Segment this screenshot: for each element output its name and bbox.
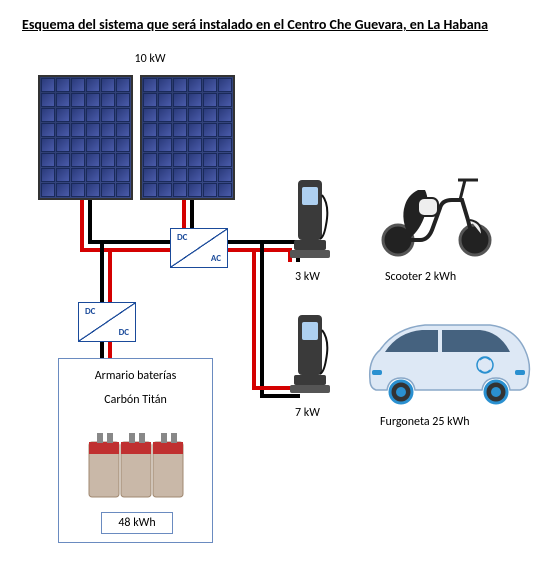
battery-title: Armario baterías bbox=[59, 369, 212, 383]
inverter-label-bottom: DC bbox=[119, 327, 129, 338]
battery-capacity-label: 48 kWh bbox=[101, 512, 173, 534]
solar-power-label: 10 kW bbox=[125, 52, 175, 66]
wire bbox=[80, 200, 84, 248]
van-icon bbox=[360, 310, 535, 410]
solar-panel-1 bbox=[38, 75, 133, 200]
wire bbox=[252, 252, 256, 386]
scooter-label: Scooter 2 kWh bbox=[385, 270, 456, 284]
battery-subtitle: Carbón Titán bbox=[59, 393, 212, 407]
wire bbox=[260, 244, 264, 394]
wire bbox=[88, 200, 92, 240]
wire bbox=[182, 200, 186, 230]
inverter-label-top: DC bbox=[177, 232, 187, 243]
ev-charger-2 bbox=[290, 310, 330, 400]
battery-icon bbox=[87, 427, 187, 502]
solar-panel-2 bbox=[140, 75, 235, 200]
dc-dc-inverter: DC DC bbox=[78, 302, 136, 342]
wire bbox=[108, 252, 112, 304]
wire bbox=[80, 248, 170, 252]
ev-charger-1 bbox=[290, 175, 330, 265]
dc-ac-inverter: DC AC bbox=[170, 228, 228, 268]
wire bbox=[228, 248, 288, 252]
charger2-power-label: 7 kW bbox=[295, 406, 320, 420]
inverter-label-top: DC bbox=[85, 306, 95, 317]
charger1-power-label: 3 kW bbox=[295, 270, 320, 284]
diagram-title: Esquema del sistema que será instalado e… bbox=[22, 16, 488, 33]
wire bbox=[100, 244, 104, 304]
battery-cabinet: Armario baterías Carbón Titán 48 kWh bbox=[58, 358, 213, 543]
van-label: Furgoneta 25 kWh bbox=[380, 415, 470, 429]
inverter-label-bottom: AC bbox=[211, 253, 221, 264]
scooter-icon bbox=[370, 160, 505, 260]
